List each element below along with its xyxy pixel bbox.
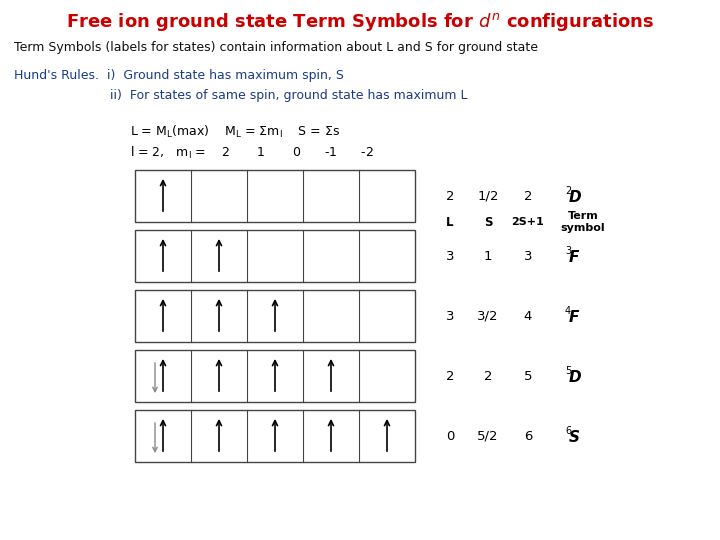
Text: 5/2: 5/2 xyxy=(477,429,499,442)
Text: D: D xyxy=(569,369,582,384)
FancyBboxPatch shape xyxy=(135,350,415,402)
Text: 5: 5 xyxy=(565,366,571,376)
Text: 2: 2 xyxy=(484,369,492,382)
Text: symbol: symbol xyxy=(561,223,606,233)
Text: Free ion ground state Term Symbols for $\it{d}^n$ configurations: Free ion ground state Term Symbols for $… xyxy=(66,11,654,33)
Text: 1/2: 1/2 xyxy=(477,190,499,202)
Text: 1: 1 xyxy=(484,249,492,262)
Text: 4: 4 xyxy=(565,306,571,316)
Text: 5: 5 xyxy=(523,369,532,382)
Text: S: S xyxy=(569,429,580,444)
Text: D: D xyxy=(569,190,582,205)
Text: F: F xyxy=(569,309,580,325)
Text: 3/2: 3/2 xyxy=(477,309,499,322)
Text: 2: 2 xyxy=(446,190,454,202)
Text: L: L xyxy=(446,215,454,228)
Text: 0: 0 xyxy=(446,429,454,442)
Text: 3: 3 xyxy=(446,249,454,262)
Text: 2: 2 xyxy=(446,369,454,382)
Text: 2: 2 xyxy=(565,186,571,196)
Text: Term Symbols (labels for states) contain information about L and S for ground st: Term Symbols (labels for states) contain… xyxy=(14,42,538,55)
Text: S: S xyxy=(484,215,492,228)
FancyBboxPatch shape xyxy=(135,410,415,462)
FancyBboxPatch shape xyxy=(135,230,415,282)
Text: F: F xyxy=(569,249,580,265)
Text: 2: 2 xyxy=(523,190,532,202)
Text: Hund's Rules.  i)  Ground state has maximum spin, S: Hund's Rules. i) Ground state has maximu… xyxy=(14,70,344,83)
FancyBboxPatch shape xyxy=(135,170,415,222)
Text: 6: 6 xyxy=(524,429,532,442)
Text: ii)  For states of same spin, ground state has maximum L: ii) For states of same spin, ground stat… xyxy=(14,90,467,103)
Text: 3: 3 xyxy=(565,246,571,256)
Text: 6: 6 xyxy=(565,426,571,436)
Text: 3: 3 xyxy=(446,309,454,322)
Text: 4: 4 xyxy=(524,309,532,322)
Text: Term: Term xyxy=(567,211,598,221)
Text: L = M$_\mathrm{L}$(max)    M$_\mathrm{L}$ = $\Sigma$m$_\mathrm{l}$    S = $\Sigm: L = M$_\mathrm{L}$(max) M$_\mathrm{L}$ =… xyxy=(130,124,340,140)
Text: l = 2,   m$_\mathrm{l}$ =    2       1       0      -1      -2: l = 2, m$_\mathrm{l}$ = 2 1 0 -1 -2 xyxy=(130,145,374,161)
Text: 3: 3 xyxy=(523,249,532,262)
FancyBboxPatch shape xyxy=(135,290,415,342)
Text: 2S+1: 2S+1 xyxy=(512,217,544,227)
